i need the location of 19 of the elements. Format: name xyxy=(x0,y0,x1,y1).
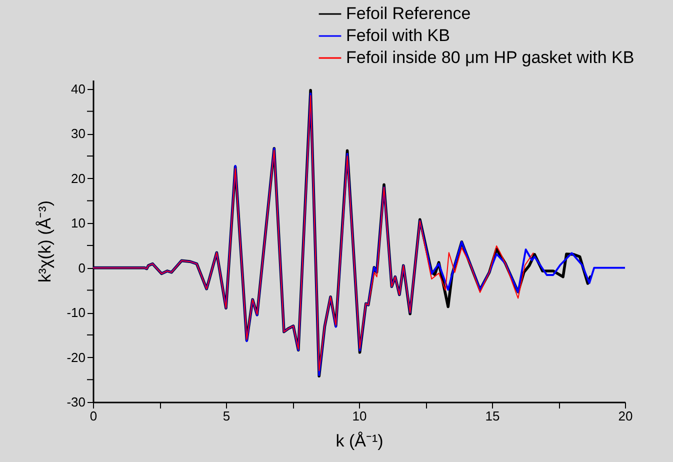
y-tick-label: -30 xyxy=(66,394,86,410)
legend-label: Fefoil with KB xyxy=(346,26,450,45)
y-tick-label: -10 xyxy=(66,305,86,320)
y-tick-label: -20 xyxy=(66,350,86,365)
x-axis-title: k (Å⁻¹) xyxy=(336,432,384,450)
legend-label: Fefoil Reference xyxy=(346,4,471,23)
x-tick-label: 5 xyxy=(222,408,230,424)
y-tick-label: 30 xyxy=(71,126,86,142)
y-tick-label: 20 xyxy=(71,170,86,186)
y-tick-label: 0 xyxy=(78,260,86,276)
legend-label: Fefoil inside 80 μm HP gasket with KB xyxy=(346,48,634,67)
y-tick-label: 10 xyxy=(71,216,86,231)
x-tick-label: 10 xyxy=(352,408,367,424)
y-axis-title: k³χ(k) (Å⁻³) xyxy=(36,200,55,282)
x-tick-label: 15 xyxy=(485,408,500,424)
x-tick-label: 20 xyxy=(618,408,633,424)
y-tick-label: 40 xyxy=(71,81,86,96)
line-series xyxy=(93,95,534,372)
x-tick-label: 0 xyxy=(90,408,98,424)
